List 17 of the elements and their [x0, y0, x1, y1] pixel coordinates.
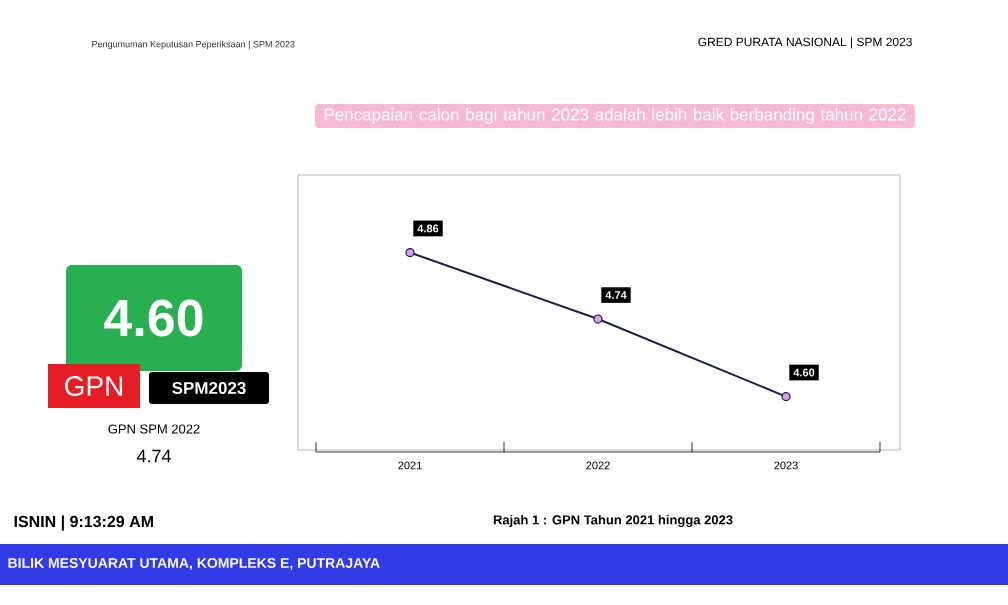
- text: Pengumuman Keputusan Peperiksaan | SPM 2023: [92, 40, 295, 50]
- data-label: 4.74: [605, 291, 627, 299]
- text: GPN: [65, 376, 123, 396]
- text: SPM2023: [172, 381, 246, 395]
- text: 4.60: [104, 299, 203, 337]
- text: GPN SPM 2022: [108, 424, 200, 434]
- x-tick-label: 2023: [774, 461, 798, 470]
- x-tick-label: 2022: [586, 461, 610, 470]
- text: BILIK MESYUARAT UTAMA, KOMPLEKS E, PUTRAJAYA: [8, 558, 380, 570]
- text: Rajah 1 : GPN Tahun 2021 hingga 2023: [493, 514, 733, 528]
- text: ISNIN | 9:13:29 AM: [14, 515, 153, 531]
- x-tick-label: 2021: [398, 461, 422, 470]
- data-label: 4.86: [417, 224, 439, 233]
- chart-title: Pencapaian calon bagi tahun 2023 adalah lebih baik berbanding tahun 2022: [324, 108, 906, 124]
- text: GRED PURATA NASIONAL | SPM 2023: [698, 37, 912, 49]
- data-label: 4.60: [793, 368, 815, 377]
- text: 4.74: [136, 449, 171, 463]
